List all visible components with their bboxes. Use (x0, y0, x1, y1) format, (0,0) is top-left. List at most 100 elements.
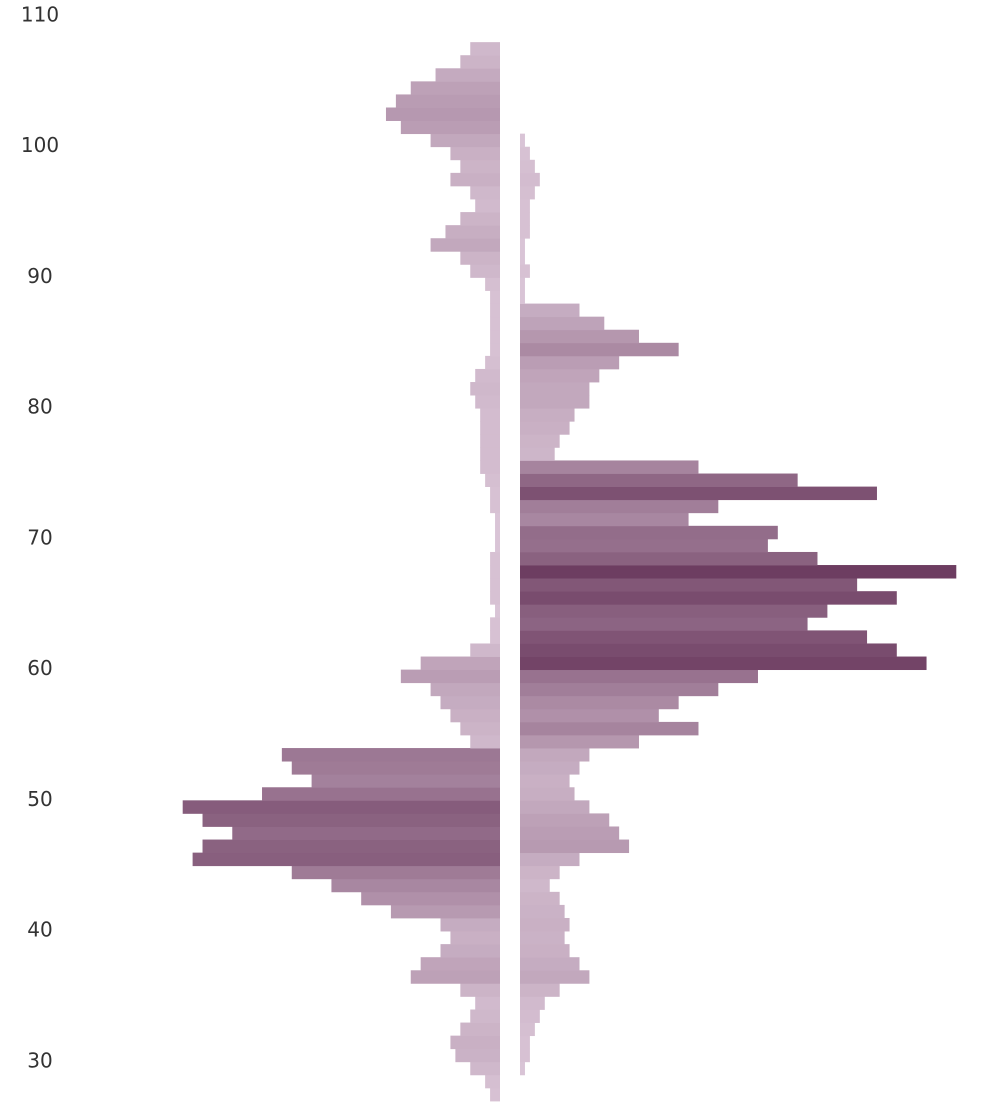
bar (490, 316, 500, 331)
bar (495, 525, 500, 540)
y-tick-label: 90 (27, 264, 52, 288)
bar (400, 120, 500, 135)
bar (520, 1009, 540, 1023)
bar (520, 199, 530, 213)
bar (475, 996, 500, 1010)
bar (520, 460, 699, 474)
bar (520, 368, 600, 383)
bar (520, 787, 575, 801)
bar (520, 499, 719, 514)
bar (480, 434, 500, 448)
bar (520, 473, 798, 488)
bar (520, 316, 605, 331)
bar (520, 917, 570, 932)
bar (490, 342, 500, 357)
bar (390, 904, 500, 919)
bar (520, 891, 560, 906)
bar (520, 329, 639, 344)
bar (435, 68, 500, 82)
bar (490, 591, 500, 605)
bar (520, 643, 897, 657)
bar (450, 146, 500, 161)
bar (490, 499, 500, 514)
bar (455, 1048, 500, 1063)
bar (520, 1061, 525, 1076)
bar (400, 669, 500, 684)
bar (395, 94, 500, 108)
bar (520, 212, 530, 226)
y-tick-label: 50 (27, 787, 52, 811)
bar (450, 1035, 500, 1050)
bar (520, 957, 580, 971)
bar (192, 852, 500, 867)
bar (485, 355, 500, 370)
bar (331, 878, 500, 893)
bar (460, 212, 500, 226)
bar (495, 512, 500, 527)
bar (470, 42, 500, 56)
bar (202, 839, 501, 854)
bar (490, 290, 500, 304)
bar (520, 525, 778, 540)
bar (460, 983, 500, 997)
y-tick-label: 110 (21, 3, 59, 27)
bar (520, 852, 580, 867)
bar (520, 695, 679, 710)
bar (291, 761, 500, 775)
bar (202, 813, 501, 827)
bar (490, 1087, 500, 1102)
bar (420, 957, 500, 971)
bar (420, 656, 500, 671)
bar (410, 81, 500, 95)
bar (410, 970, 500, 984)
bar (520, 395, 590, 409)
bar (430, 682, 500, 697)
bar (485, 473, 500, 488)
bar (475, 368, 500, 383)
bar (520, 551, 818, 566)
bar (385, 107, 500, 121)
bar (520, 421, 570, 435)
bar (520, 826, 620, 840)
bar (262, 787, 500, 801)
y-tick-label: 30 (27, 1048, 52, 1072)
bar (520, 565, 957, 579)
bar (520, 538, 768, 553)
bar (440, 695, 500, 710)
bar (450, 931, 500, 945)
bar (520, 617, 808, 631)
bar (470, 734, 500, 749)
bar (520, 734, 639, 749)
bar (520, 865, 560, 880)
bar (520, 290, 525, 304)
bar (470, 185, 500, 200)
bar (281, 748, 500, 762)
bar (475, 395, 500, 409)
y-tick-label: 80 (27, 395, 52, 419)
bar (470, 1009, 500, 1023)
bar (520, 1035, 530, 1050)
bar (445, 225, 500, 239)
bar (490, 617, 500, 631)
bar (520, 342, 679, 357)
bar (520, 983, 560, 997)
bar (520, 277, 525, 291)
bar (520, 761, 580, 775)
bar (490, 303, 500, 318)
bar (520, 238, 525, 252)
bar (450, 172, 500, 187)
bar (485, 277, 500, 291)
bar (520, 251, 525, 265)
y-tick-label: 60 (27, 656, 52, 680)
bar (520, 931, 565, 945)
bar (520, 159, 535, 174)
bar (440, 944, 500, 958)
bar (450, 708, 500, 723)
bar (480, 447, 500, 461)
bar (520, 774, 570, 788)
bar (485, 1074, 500, 1089)
bar (520, 172, 540, 187)
bar (232, 826, 500, 840)
bar (470, 382, 500, 396)
